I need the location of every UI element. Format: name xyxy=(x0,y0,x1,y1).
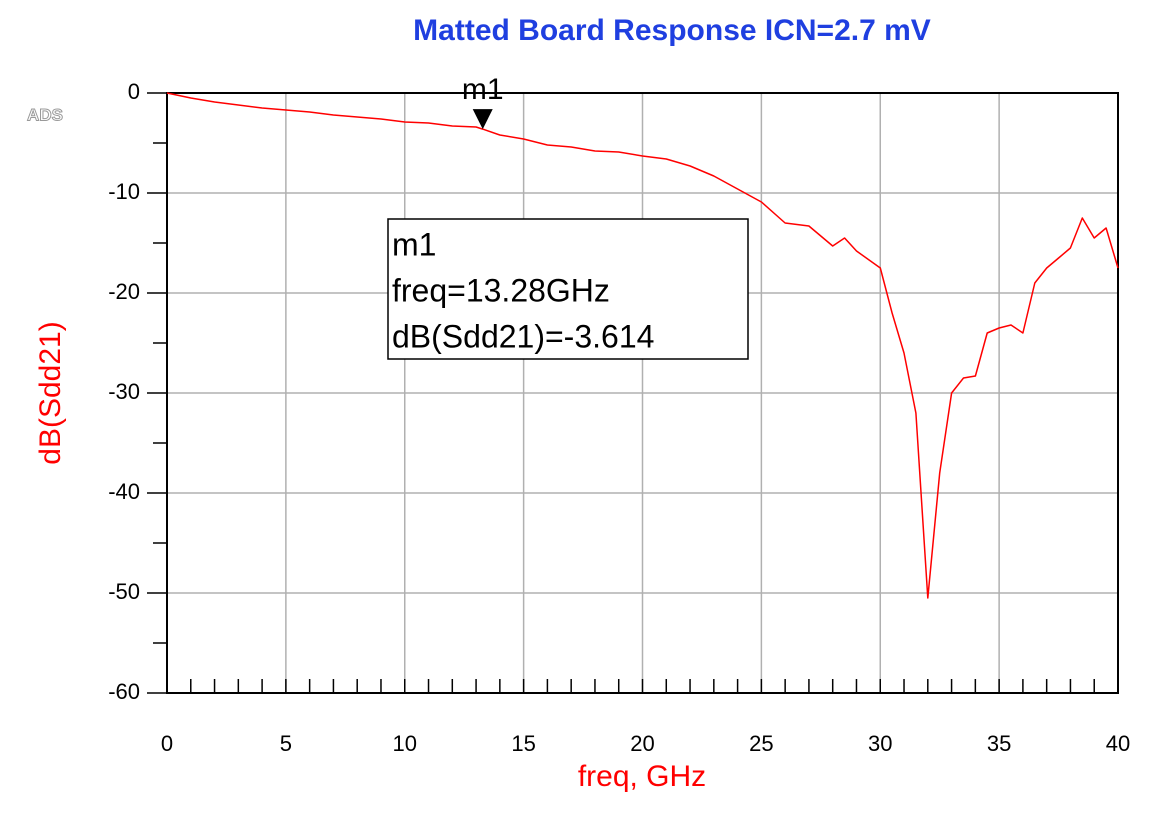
x-tick-label: 15 xyxy=(511,731,535,756)
data-line xyxy=(166,92,1119,599)
logo: ADS xyxy=(27,105,63,124)
marker-readout-line: m1 xyxy=(392,226,436,262)
x-tick-label: 5 xyxy=(280,731,292,756)
x-axis-label: freq, GHz xyxy=(578,760,706,793)
y-tick-label: 0 xyxy=(128,79,140,104)
marker-name: m1 xyxy=(462,73,504,106)
marker-triangle xyxy=(472,109,493,130)
x-tick-label: 10 xyxy=(393,731,417,756)
x-tick-label: 0 xyxy=(161,731,173,756)
y-tick-label: -20 xyxy=(108,279,140,304)
x-tick-label: 35 xyxy=(987,731,1011,756)
y-axis-label: dB(Sdd21) xyxy=(34,321,67,464)
marker-readout-line: freq=13.28GHz xyxy=(392,272,610,308)
x-tick-label: 40 xyxy=(1106,731,1130,756)
y-tick-label: -60 xyxy=(108,679,140,704)
x-tick-label: 20 xyxy=(630,731,654,756)
x-tick-label: 25 xyxy=(749,731,773,756)
marker-readout-line: dB(Sdd21)=-3.614 xyxy=(392,318,654,354)
plot-frame xyxy=(166,92,1119,694)
y-tick-label: -10 xyxy=(108,179,140,204)
marker-readout-box xyxy=(387,218,749,360)
y-tick-label: -30 xyxy=(108,379,140,404)
y-tick-label: -50 xyxy=(108,579,140,604)
x-tick-label: 30 xyxy=(868,731,892,756)
chart-title: Matted Board Response ICN=2.7 mV xyxy=(413,14,931,47)
y-tick-label: -40 xyxy=(108,479,140,504)
